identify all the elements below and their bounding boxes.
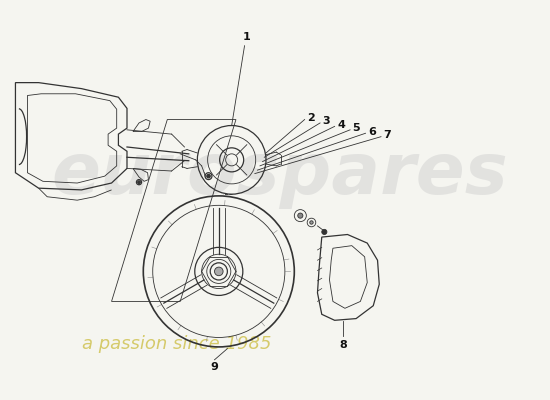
Text: eurospares: eurospares bbox=[52, 140, 508, 209]
Text: 1: 1 bbox=[243, 32, 250, 42]
Text: 3: 3 bbox=[323, 116, 330, 126]
Text: 8: 8 bbox=[339, 340, 347, 350]
Text: a passion since 1985: a passion since 1985 bbox=[81, 335, 271, 353]
Text: 5: 5 bbox=[353, 123, 360, 133]
Circle shape bbox=[138, 181, 140, 184]
Text: 4: 4 bbox=[337, 120, 345, 130]
Circle shape bbox=[322, 229, 327, 234]
Text: 6: 6 bbox=[368, 126, 376, 136]
Text: 7: 7 bbox=[383, 130, 391, 140]
Text: 2: 2 bbox=[307, 113, 315, 123]
Circle shape bbox=[214, 267, 223, 276]
Circle shape bbox=[298, 213, 303, 218]
Circle shape bbox=[310, 221, 313, 224]
Text: 9: 9 bbox=[211, 362, 218, 372]
Circle shape bbox=[207, 174, 210, 178]
